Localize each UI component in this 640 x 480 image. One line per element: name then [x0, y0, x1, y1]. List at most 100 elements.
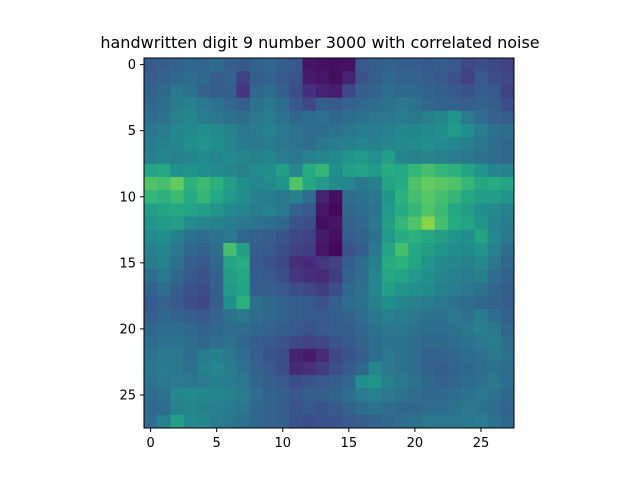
heatmap-cell: [157, 216, 171, 231]
heatmap-cell: [329, 401, 343, 416]
heatmap-cell: [157, 388, 171, 402]
heatmap-cell: [368, 361, 383, 376]
heatmap-cell: [421, 58, 436, 72]
heatmap-cell: [262, 190, 277, 204]
heatmap-cell: [196, 401, 211, 416]
heatmap-cell: [170, 203, 185, 217]
heatmap-cell: [461, 348, 475, 363]
heatmap-cell: [395, 269, 409, 284]
heatmap-cell: [223, 375, 237, 389]
heatmap-cell: [368, 97, 383, 112]
heatmap-cell: [170, 361, 185, 376]
heatmap-cell: [170, 176, 185, 191]
heatmap-cell: [368, 269, 383, 284]
heatmap-cell: [196, 414, 211, 429]
heatmap-cell: [183, 216, 198, 231]
heatmap-cell: [302, 97, 317, 112]
heatmap-cell: [395, 124, 409, 138]
heatmap-cell: [170, 84, 185, 99]
heatmap-cell: [408, 216, 422, 231]
heatmap-cell: [223, 84, 237, 99]
heatmap-cell: [315, 229, 330, 244]
heatmap-cell: [474, 348, 488, 363]
heatmap-cell: [395, 71, 409, 85]
heatmap-cell: [289, 110, 303, 125]
heatmap-cell: [262, 414, 277, 429]
heatmap-cell: [500, 216, 515, 231]
heatmap-cell: [262, 110, 277, 125]
x-tick-label: 20: [407, 436, 424, 451]
heatmap-cell: [315, 97, 330, 112]
heatmap-cell: [461, 203, 475, 217]
heatmap-cell: [408, 137, 422, 151]
heatmap-cell: [315, 176, 330, 191]
heatmap-cell: [183, 110, 198, 125]
heatmap-cell: [434, 124, 449, 138]
heatmap-cell: [421, 190, 436, 204]
heatmap-cell: [395, 309, 409, 323]
heatmap-cell: [395, 375, 409, 389]
heatmap-cell: [183, 414, 198, 429]
heatmap-cell: [196, 216, 211, 231]
heatmap-cell: [421, 97, 436, 112]
heatmap-cell: [302, 361, 317, 376]
heatmap-cell: [368, 163, 383, 178]
heatmap-cell: [302, 124, 317, 138]
heatmap-cell: [395, 190, 409, 204]
heatmap-cell: [223, 348, 237, 363]
heatmap-cell: [196, 348, 211, 363]
x-tick-label: 25: [473, 436, 490, 451]
heatmap-cell: [421, 348, 436, 363]
heatmap-cell: [434, 58, 449, 72]
heatmap-cell: [408, 414, 422, 429]
heatmap-cell: [144, 176, 158, 191]
heatmap-cell: [196, 375, 211, 389]
heatmap-cell: [474, 295, 488, 310]
heatmap-cell: [144, 295, 158, 310]
heatmap-cell: [381, 71, 396, 85]
heatmap-cell: [183, 388, 198, 402]
heatmap-cell: [183, 282, 198, 297]
heatmap-cell: [461, 71, 475, 85]
heatmap-cell: [249, 71, 264, 85]
heatmap-cell: [368, 110, 383, 125]
heatmap-cell: [487, 243, 502, 257]
heatmap-cell: [157, 375, 171, 389]
heatmap-cell: [395, 361, 409, 376]
heatmap-cell: [249, 216, 264, 231]
heatmap-cell: [315, 388, 330, 402]
heatmap-cell: [236, 216, 251, 231]
heatmap-cell: [381, 361, 396, 376]
heatmap-cell: [157, 229, 171, 244]
heatmap-cell: [421, 229, 436, 244]
heatmap-cell: [487, 269, 502, 284]
heatmap-cell: [421, 295, 436, 310]
heatmap-cell: [395, 84, 409, 99]
heatmap-cell: [474, 110, 488, 125]
heatmap-cell: [276, 309, 290, 323]
heatmap-cell: [434, 190, 449, 204]
heatmap-cell: [302, 71, 317, 85]
heatmap-cell: [223, 203, 237, 217]
heatmap-cell: [395, 137, 409, 151]
heatmap-cell: [447, 335, 462, 350]
heatmap-cell: [157, 190, 171, 204]
heatmap-cell: [302, 110, 317, 125]
heatmap-cell: [408, 361, 422, 376]
heatmap-cell: [381, 137, 396, 151]
heatmap-cell: [368, 190, 383, 204]
heatmap-cell: [421, 243, 436, 257]
heatmap-cell: [395, 203, 409, 217]
heatmap-cell: [262, 137, 277, 151]
heatmap-cell: [157, 176, 171, 191]
heatmap-cell: [236, 375, 251, 389]
heatmap-cell: [368, 137, 383, 151]
heatmap-cell: [144, 229, 158, 244]
heatmap-cell: [487, 163, 502, 178]
heatmap-cell: [315, 401, 330, 416]
heatmap-cell: [289, 216, 303, 231]
heatmap-cell: [144, 388, 158, 402]
heatmap-cell: [249, 137, 264, 151]
heatmap-cell: [368, 348, 383, 363]
heatmap-cell: [500, 309, 515, 323]
